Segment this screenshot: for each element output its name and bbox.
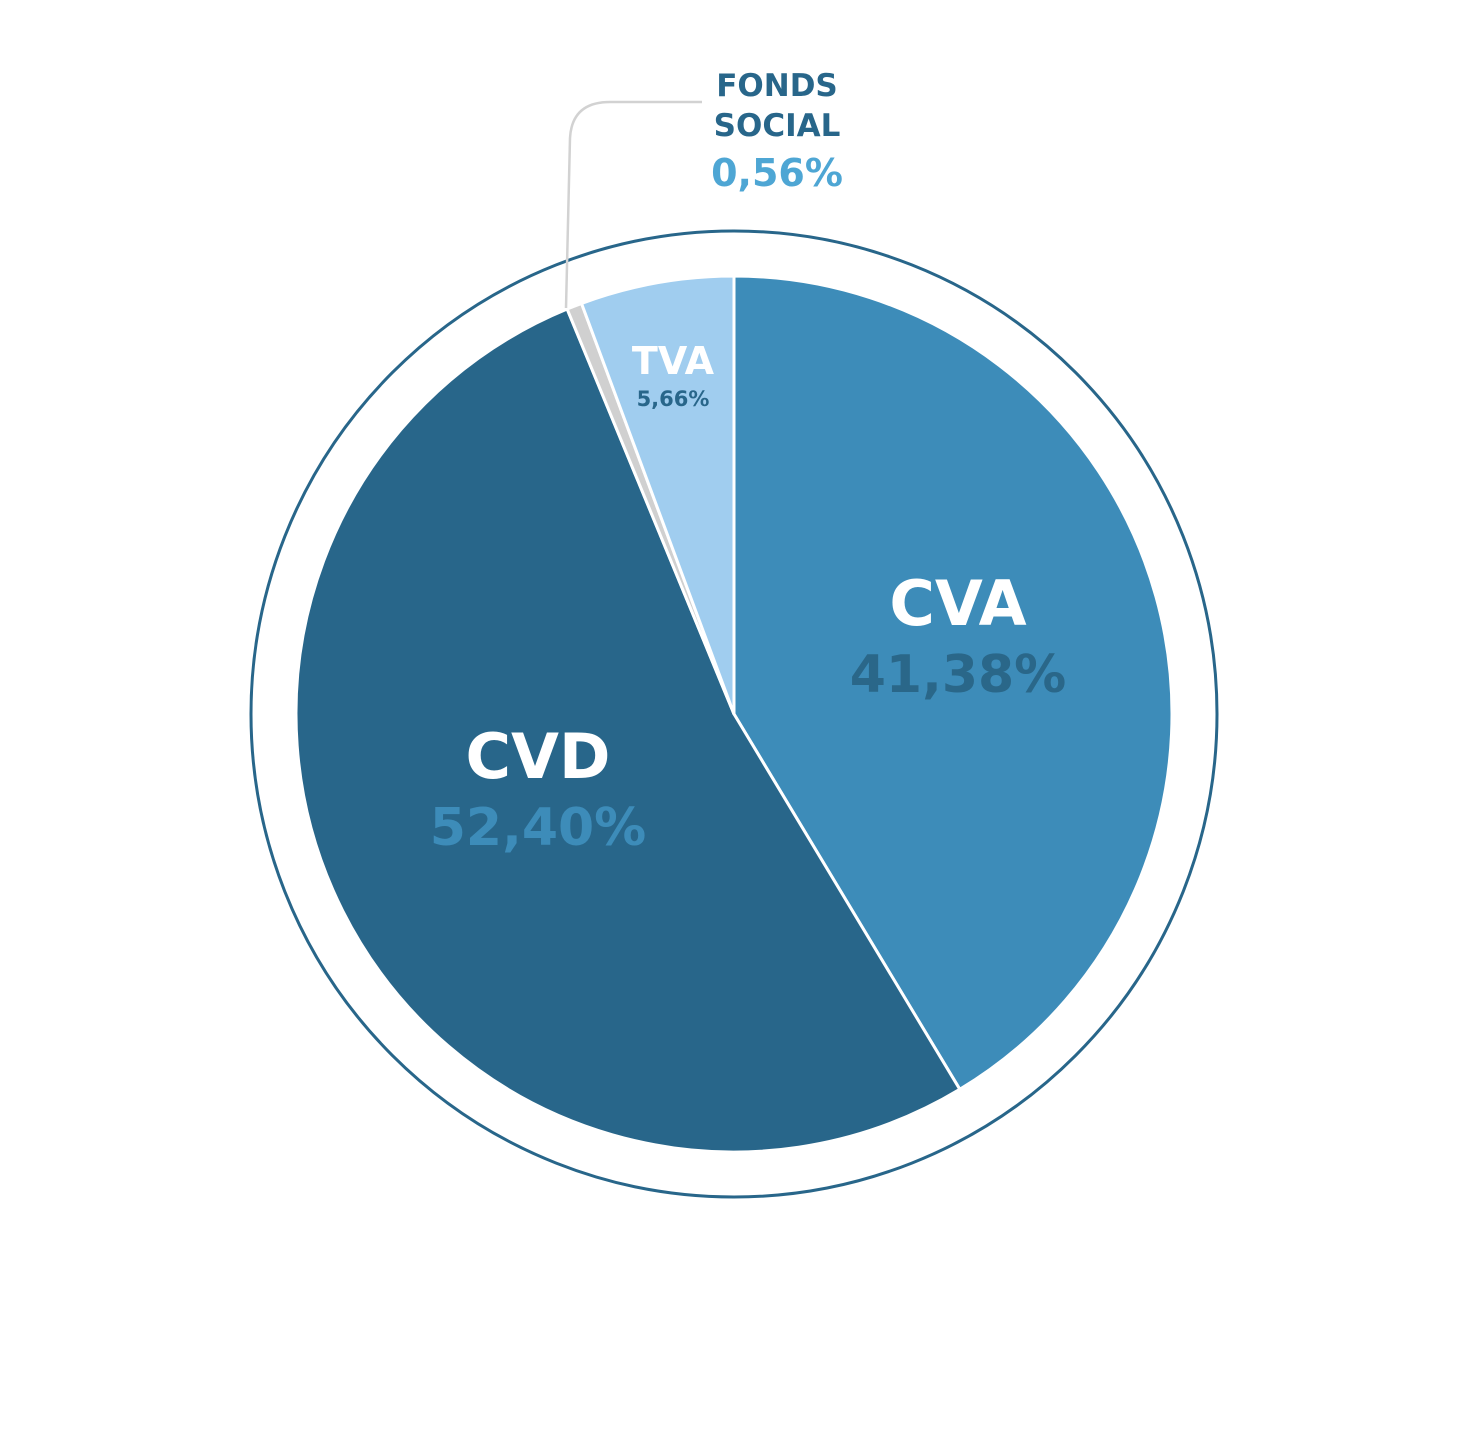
slices-layer (294, 274, 1174, 1154)
slice-value-fonds-social: 0,56% (711, 151, 843, 195)
slice-label-cvd: CVD (466, 720, 611, 793)
slice-value-cva: 41,38% (850, 645, 1067, 705)
pie-slice-cvd (294, 307, 962, 1154)
slice-label-fonds-social-line2: SOCIAL (714, 108, 841, 144)
outer-ring (249, 229, 1219, 1199)
pie-slice-cva (732, 274, 1174, 1091)
slice-label-fonds-social-line1: FONDS (716, 68, 838, 104)
slice-label-cva: CVA (889, 567, 1026, 640)
slice-label-tva: TVA (632, 339, 715, 383)
pie-slice-tva (579, 274, 736, 716)
slice-value-cvd: 52,40% (430, 798, 647, 858)
labels-layer: CVA 41,38% CVD 52,40% FONDS SOCIAL 0,56%… (430, 68, 1067, 858)
fonds-social-leader-line (564, 100, 702, 309)
slice-value-tva: 5,66% (637, 387, 710, 411)
